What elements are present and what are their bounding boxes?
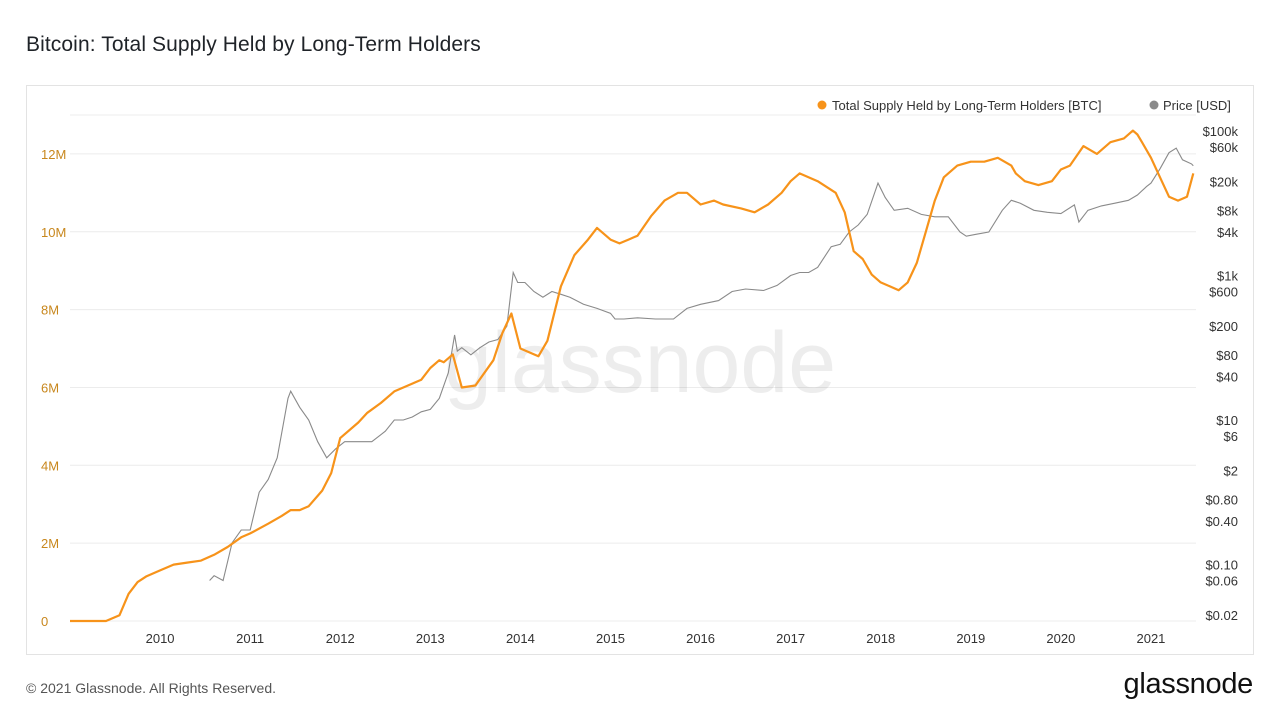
- right-tick-label: $20k: [1210, 175, 1239, 190]
- right-tick-label: $0.40: [1205, 514, 1238, 529]
- legend-label-lth: Total Supply Held by Long-Term Holders […: [832, 98, 1102, 113]
- left-tick-label: 2M: [41, 536, 59, 551]
- x-tick-label: 2021: [1136, 631, 1165, 646]
- x-tick-label: 2010: [146, 631, 175, 646]
- right-tick-label: $60k: [1210, 140, 1239, 155]
- right-tick-label: $6: [1224, 429, 1238, 444]
- x-tick-label: 2018: [866, 631, 895, 646]
- right-tick-label: $100k: [1203, 124, 1239, 139]
- left-tick-label: 8M: [41, 303, 59, 318]
- right-tick-label: $40: [1216, 370, 1238, 385]
- left-tick-label: 10M: [41, 225, 66, 240]
- copyright-footer: © 2021 Glassnode. All Rights Reserved.: [26, 680, 277, 696]
- x-tick-label: 2020: [1046, 631, 1075, 646]
- right-tick-label: $1k: [1217, 268, 1238, 283]
- legend-label-price: Price [USD]: [1163, 98, 1231, 113]
- right-tick-label: $0.02: [1205, 608, 1238, 623]
- right-tick-label: $0.10: [1205, 557, 1238, 572]
- right-tick-label: $600: [1209, 285, 1238, 300]
- x-axis-ticks: 2010 2011 2012 2013 2014 2015 2016 2017 2018 2019…: [146, 631, 1166, 646]
- right-tick-label: $10: [1216, 413, 1238, 428]
- left-tick-label: 4M: [41, 458, 59, 473]
- x-tick-label: 2011: [236, 631, 264, 646]
- x-tick-label: 2013: [416, 631, 445, 646]
- right-tick-label: $4k: [1217, 225, 1238, 240]
- right-tick-label: $80: [1216, 348, 1238, 363]
- price-series-line: [209, 147, 1194, 582]
- x-tick-label: 2019: [956, 631, 985, 646]
- left-axis-ticks: 0 2M 4M 6M 8M 10M 12M: [41, 147, 66, 629]
- glassnode-logo: glassnode: [1123, 668, 1253, 700]
- right-tick-label: $8k: [1217, 203, 1238, 218]
- watermark: glassnode: [444, 315, 836, 411]
- page-title: Bitcoin: Total Supply Held by Long-Term …: [26, 33, 481, 56]
- x-tick-label: 2016: [686, 631, 715, 646]
- legend: Total Supply Held by Long-Term Holders […: [817, 98, 1231, 113]
- right-axis-ticks: $100k$60k$20k$8k$4k$1k$600$200$80$40$10$…: [1203, 124, 1239, 623]
- chart-frame: [26, 85, 1254, 655]
- legend-marker-price: [1149, 100, 1159, 110]
- left-tick-label: 0: [41, 614, 48, 629]
- left-tick-label: 6M: [41, 380, 59, 395]
- legend-marker-lth: [817, 100, 827, 110]
- x-tick-label: 2012: [326, 631, 355, 646]
- right-tick-label: $2: [1224, 464, 1238, 479]
- right-tick-label: $200: [1209, 319, 1238, 334]
- grid-lines: [70, 114, 1196, 622]
- lth-series-line: [70, 129, 1195, 623]
- right-tick-label: $0.06: [1205, 574, 1238, 589]
- left-tick-label: 12M: [41, 147, 66, 162]
- x-tick-label: 2014: [506, 631, 535, 646]
- x-tick-label: 2015: [596, 631, 625, 646]
- x-tick-label: 2017: [776, 631, 805, 646]
- right-tick-label: $0.80: [1205, 492, 1238, 507]
